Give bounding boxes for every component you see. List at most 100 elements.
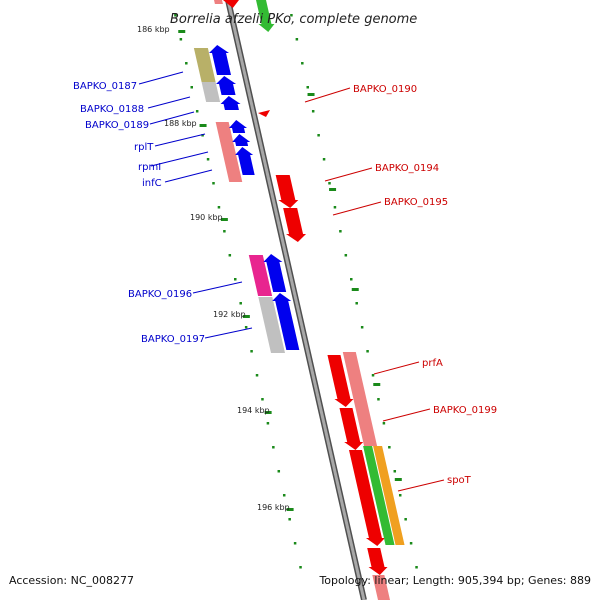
guide-dot-right bbox=[311, 110, 315, 113]
gene-label-prfa[interactable]: prfA bbox=[422, 358, 443, 369]
gene-bapko-0196-rna bbox=[248, 255, 273, 296]
guide-dot-right bbox=[404, 518, 407, 521]
gene-bapko-0189 bbox=[220, 96, 241, 110]
gene-bottom-pink bbox=[372, 575, 390, 600]
gene-bapko-0187-cds bbox=[193, 48, 216, 82]
gene-label-bapko-0188[interactable]: BAPKO_0188 bbox=[80, 104, 144, 115]
leader-bapko-0190 bbox=[304, 87, 351, 103]
genome-backbone-inner bbox=[226, 0, 366, 600]
guide-dot-right bbox=[360, 326, 364, 329]
guide-dot-right bbox=[371, 374, 375, 377]
gene-label-bapko-0187[interactable]: BAPKO_0187 bbox=[73, 81, 137, 92]
kbp-tick-192 bbox=[242, 315, 250, 318]
gene-infc bbox=[235, 147, 255, 175]
guide-dot-right bbox=[415, 566, 418, 569]
gene-infc-rna bbox=[220, 145, 243, 182]
guide-dot-left bbox=[195, 110, 199, 113]
gene-bapko-0187 bbox=[209, 45, 231, 75]
guide-dot-right bbox=[322, 158, 326, 161]
guide-dot-left bbox=[255, 374, 259, 377]
gene-label-bapko-0197[interactable]: BAPKO_0197 bbox=[141, 334, 205, 345]
gene-spot-orange bbox=[373, 446, 405, 545]
kbp-label-190: 190 kbp bbox=[190, 213, 223, 222]
kbp-label-196: 196 kbp bbox=[257, 503, 290, 512]
gene-label-bapko-0199[interactable]: BAPKO_0199 bbox=[433, 405, 497, 416]
guide-dot-left bbox=[288, 518, 291, 521]
guide-dot-left bbox=[277, 470, 281, 473]
kbp-tick-194 bbox=[264, 411, 272, 414]
guide-dot-left bbox=[266, 422, 270, 425]
guide-dot-right bbox=[328, 182, 331, 185]
guide-dot-left bbox=[244, 326, 248, 329]
guide-dot-left bbox=[234, 278, 237, 281]
gene-bottom-red bbox=[367, 548, 388, 575]
gene-label-bapko-0190[interactable]: BAPKO_0190 bbox=[353, 84, 417, 95]
gene-label-infc[interactable]: infC bbox=[142, 178, 162, 189]
gene-top-red bbox=[223, 0, 239, 8]
guide-dot-left bbox=[212, 182, 215, 185]
gene-label-rplt[interactable]: rplT bbox=[134, 142, 154, 153]
guide-dot-right bbox=[339, 230, 342, 233]
guide-dot-right bbox=[350, 278, 353, 281]
gene-bapko-0190 bbox=[258, 110, 270, 117]
gene-rpmi bbox=[232, 134, 251, 146]
leader-bapko-0188 bbox=[147, 96, 191, 109]
gene-bapko-0199 bbox=[339, 408, 364, 450]
guide-dot-right bbox=[344, 254, 348, 257]
guide-dot-left bbox=[228, 254, 232, 257]
guide-dot-left bbox=[190, 86, 193, 89]
guide-dot-right bbox=[377, 398, 380, 401]
kbp-tick-186 bbox=[178, 30, 186, 33]
leader-bapko-0196 bbox=[192, 281, 243, 294]
right-tick-a bbox=[307, 93, 315, 96]
gene-label-bapko-0196[interactable]: BAPKO_0196 bbox=[128, 289, 192, 300]
right-tick-e bbox=[394, 478, 402, 481]
leader-bapko-0197 bbox=[204, 327, 253, 339]
guide-dot-left bbox=[201, 134, 204, 137]
guide-dot-left bbox=[282, 494, 286, 497]
right-tick-b bbox=[329, 188, 337, 191]
guide-dot-right bbox=[295, 38, 299, 41]
guide-dot-right bbox=[382, 422, 386, 425]
guide-dot-left bbox=[179, 38, 183, 41]
gene-bapko-0195 bbox=[283, 208, 307, 242]
gene-bapko-0196 bbox=[263, 254, 287, 292]
guide-dot-left bbox=[206, 158, 210, 161]
map-title: Borrelia afzelii PKo, complete genome bbox=[170, 12, 417, 27]
leader-bapko-0189 bbox=[149, 111, 195, 125]
guide-dot-right bbox=[409, 542, 413, 545]
leader-bapko-0194 bbox=[324, 167, 373, 182]
kbp-label-192: 192 kbp bbox=[213, 310, 246, 319]
gene-label-bapko-0195[interactable]: BAPKO_0195 bbox=[384, 197, 448, 208]
gene-bapko-0188 bbox=[216, 76, 237, 95]
guide-dot-right bbox=[317, 134, 320, 137]
track-guides bbox=[174, 14, 418, 569]
gene-bapko-0194 bbox=[275, 175, 299, 208]
guide-dot-left bbox=[174, 14, 177, 17]
gene-spot-green bbox=[363, 446, 395, 545]
leader-bapko-0187 bbox=[138, 71, 184, 85]
leader-prfa bbox=[373, 361, 420, 375]
gene-prfa-rna bbox=[342, 352, 378, 446]
leader-bapko-0199 bbox=[382, 408, 431, 422]
gene-top-pink bbox=[214, 0, 223, 4]
gene-label-rpmi[interactable]: rpmI bbox=[138, 162, 161, 173]
guide-dot-left bbox=[299, 566, 302, 569]
gene-bapko-0197-rna bbox=[258, 297, 286, 353]
kbp-label-194: 194 kbp bbox=[237, 406, 270, 415]
label-leader-lines bbox=[138, 71, 445, 492]
kbp-label-186: 186 kbp bbox=[137, 25, 170, 34]
guide-dot-left bbox=[250, 350, 253, 353]
guide-dot-right bbox=[355, 302, 358, 305]
gene-label-spot[interactable]: spoT bbox=[447, 475, 472, 486]
guide-dot-left bbox=[293, 542, 297, 545]
guide-dot-left bbox=[272, 446, 275, 449]
leader-rplt bbox=[154, 133, 206, 147]
gene-label-bapko-0189[interactable]: BAPKO_0189 bbox=[85, 120, 149, 131]
kbp-tick-190 bbox=[220, 218, 228, 221]
gene-label-bapko-0194[interactable]: BAPKO_0194 bbox=[375, 163, 439, 174]
topology-text: Topology: linear; Length: 905,394 bp; Ge… bbox=[319, 574, 591, 587]
leader-bapko-0195 bbox=[332, 201, 382, 216]
accession-text: Accession: NC_008277 bbox=[9, 574, 135, 587]
gene-rplt bbox=[229, 120, 248, 133]
